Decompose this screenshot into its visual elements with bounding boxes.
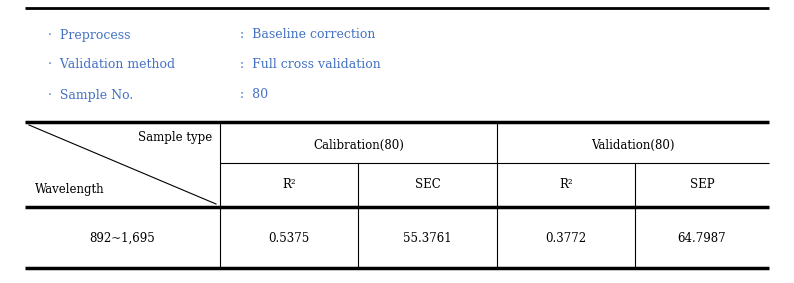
Text: 0.3772: 0.3772 xyxy=(545,231,587,245)
Text: SEP: SEP xyxy=(690,179,715,192)
Text: 0.5375: 0.5375 xyxy=(268,231,310,245)
Text: ·  Validation method: · Validation method xyxy=(48,59,175,72)
Text: 55.3761: 55.3761 xyxy=(403,231,452,245)
Text: 892~1,695: 892~1,695 xyxy=(90,231,156,245)
Text: SEC: SEC xyxy=(414,179,441,192)
Text: ·  Preprocess: · Preprocess xyxy=(48,29,130,42)
Text: :  80: : 80 xyxy=(240,89,268,102)
Text: R²: R² xyxy=(282,179,296,192)
Text: Sample type: Sample type xyxy=(137,130,212,143)
Text: :  Full cross validation: : Full cross validation xyxy=(240,59,381,72)
Text: Calibration(80): Calibration(80) xyxy=(313,138,404,151)
Text: ·  Sample No.: · Sample No. xyxy=(48,89,133,102)
Text: R²: R² xyxy=(559,179,572,192)
Text: 64.7987: 64.7987 xyxy=(678,231,727,245)
Text: Validation(80): Validation(80) xyxy=(592,138,675,151)
Text: :  Baseline correction: : Baseline correction xyxy=(240,29,376,42)
Text: Wavelength: Wavelength xyxy=(35,183,105,196)
